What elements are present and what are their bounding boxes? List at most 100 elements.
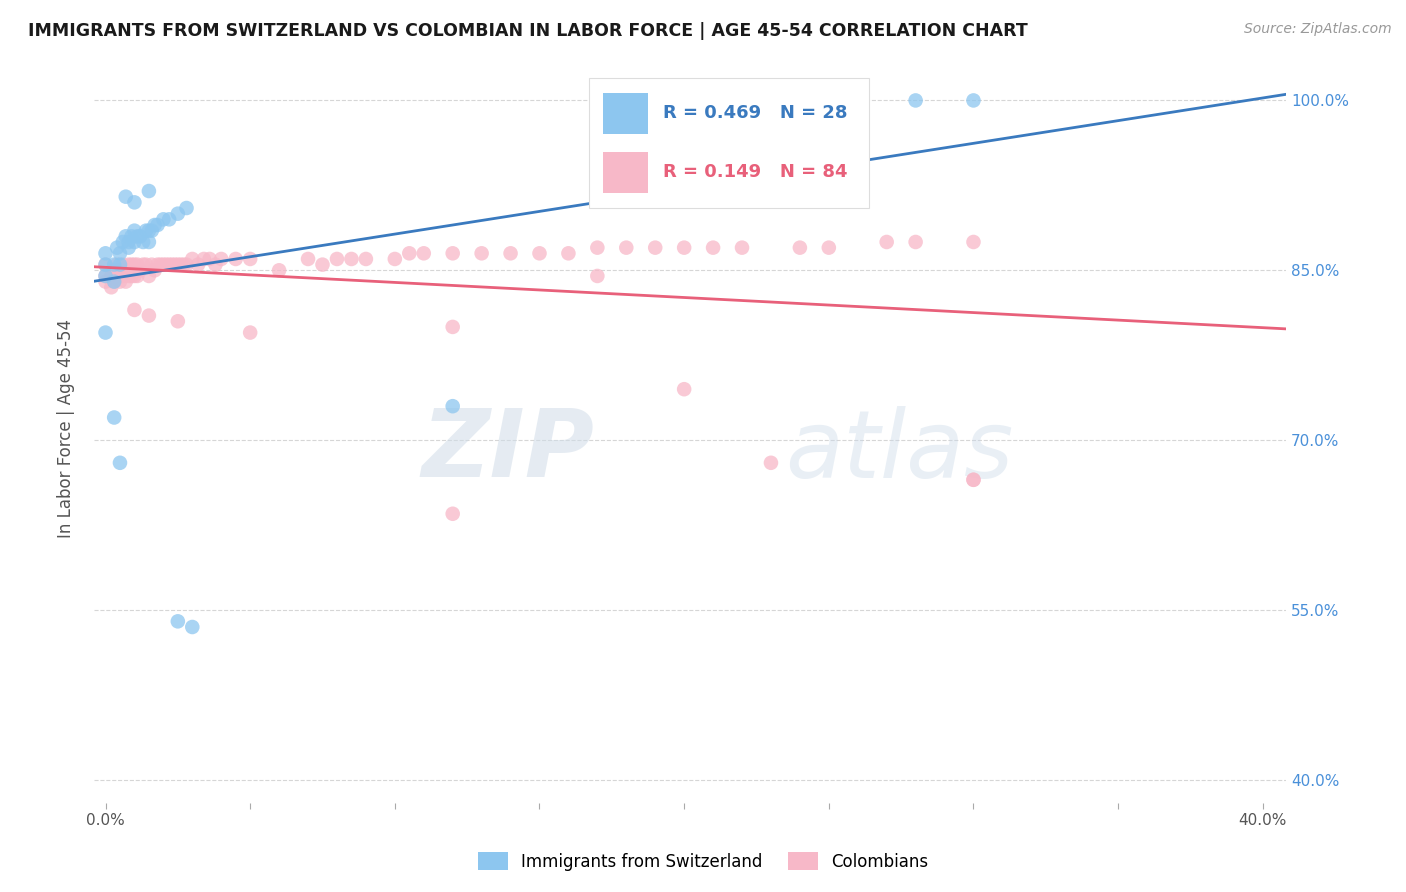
Point bbox=[118, 241, 141, 255]
Point bbox=[673, 241, 696, 255]
Text: ZIP: ZIP bbox=[422, 405, 595, 497]
Text: IMMIGRANTS FROM SWITZERLAND VS COLOMBIAN IN LABOR FORCE | AGE 45-54 CORRELATION : IMMIGRANTS FROM SWITZERLAND VS COLOMBIAN… bbox=[28, 22, 1028, 40]
Point bbox=[441, 399, 464, 413]
Point bbox=[121, 258, 143, 272]
Point bbox=[160, 258, 183, 272]
Point bbox=[114, 229, 136, 244]
Text: atlas: atlas bbox=[786, 406, 1014, 497]
Point bbox=[176, 201, 198, 215]
Point bbox=[105, 258, 128, 272]
Point bbox=[904, 235, 927, 249]
Point bbox=[225, 252, 247, 266]
Point bbox=[239, 252, 262, 266]
Point bbox=[297, 252, 319, 266]
Point bbox=[586, 241, 609, 255]
Point bbox=[94, 258, 117, 272]
Point bbox=[114, 275, 136, 289]
Point bbox=[586, 268, 609, 283]
Point bbox=[157, 258, 180, 272]
Point bbox=[118, 268, 141, 283]
Point bbox=[181, 252, 204, 266]
Point bbox=[962, 94, 984, 108]
Point bbox=[209, 252, 232, 266]
Point bbox=[876, 235, 898, 249]
Point bbox=[354, 252, 377, 266]
Point bbox=[962, 473, 984, 487]
Point bbox=[111, 258, 134, 272]
Text: Source: ZipAtlas.com: Source: ZipAtlas.com bbox=[1244, 22, 1392, 37]
Point bbox=[103, 263, 125, 277]
Point bbox=[166, 207, 188, 221]
Point bbox=[441, 319, 464, 334]
Point bbox=[94, 268, 117, 283]
Point bbox=[108, 263, 131, 277]
Point bbox=[181, 620, 204, 634]
Point bbox=[100, 280, 122, 294]
Point bbox=[673, 382, 696, 396]
Point bbox=[198, 252, 221, 266]
Point bbox=[170, 258, 193, 272]
Point bbox=[108, 246, 131, 260]
Point bbox=[94, 326, 117, 340]
Point bbox=[118, 258, 141, 272]
Point bbox=[138, 235, 160, 249]
Point bbox=[441, 246, 464, 260]
Point bbox=[111, 235, 134, 249]
Point bbox=[155, 258, 177, 272]
Point bbox=[111, 268, 134, 283]
Point bbox=[326, 252, 349, 266]
Point bbox=[127, 268, 149, 283]
Point bbox=[187, 258, 209, 272]
Point bbox=[103, 410, 125, 425]
Point bbox=[94, 268, 117, 283]
FancyBboxPatch shape bbox=[589, 78, 869, 209]
Point bbox=[152, 212, 174, 227]
Point bbox=[269, 263, 291, 277]
Point bbox=[146, 218, 169, 232]
Point bbox=[118, 235, 141, 249]
Point bbox=[129, 229, 152, 244]
Point bbox=[108, 456, 131, 470]
Point bbox=[94, 246, 117, 260]
Point bbox=[121, 229, 143, 244]
Point bbox=[702, 241, 724, 255]
Point bbox=[163, 258, 186, 272]
Point bbox=[193, 252, 215, 266]
Point bbox=[103, 258, 125, 272]
Point bbox=[384, 252, 406, 266]
Point bbox=[441, 507, 464, 521]
Text: R = 0.469   N = 28: R = 0.469 N = 28 bbox=[662, 103, 846, 121]
Point bbox=[124, 235, 146, 249]
Point bbox=[471, 246, 494, 260]
Y-axis label: In Labor Force | Age 45-54: In Labor Force | Age 45-54 bbox=[58, 319, 75, 539]
Point bbox=[127, 229, 149, 244]
Point bbox=[132, 258, 155, 272]
FancyBboxPatch shape bbox=[603, 153, 648, 194]
Point bbox=[135, 258, 157, 272]
Point bbox=[152, 258, 174, 272]
Point bbox=[135, 224, 157, 238]
Point bbox=[176, 258, 198, 272]
Point bbox=[146, 258, 169, 272]
Point bbox=[731, 241, 754, 255]
Point bbox=[100, 268, 122, 283]
FancyBboxPatch shape bbox=[603, 93, 648, 134]
Point bbox=[108, 275, 131, 289]
Point bbox=[166, 615, 188, 629]
Point bbox=[132, 235, 155, 249]
Point bbox=[138, 268, 160, 283]
Point bbox=[962, 473, 984, 487]
Point bbox=[138, 184, 160, 198]
Point bbox=[614, 241, 637, 255]
Point bbox=[157, 212, 180, 227]
Point bbox=[166, 258, 188, 272]
Point bbox=[124, 258, 146, 272]
Point bbox=[121, 268, 143, 283]
Point bbox=[398, 246, 420, 260]
Text: R = 0.149   N = 84: R = 0.149 N = 84 bbox=[662, 163, 846, 181]
Point bbox=[127, 258, 149, 272]
Point bbox=[412, 246, 434, 260]
Point bbox=[529, 246, 551, 260]
Point bbox=[124, 195, 146, 210]
Point bbox=[962, 235, 984, 249]
